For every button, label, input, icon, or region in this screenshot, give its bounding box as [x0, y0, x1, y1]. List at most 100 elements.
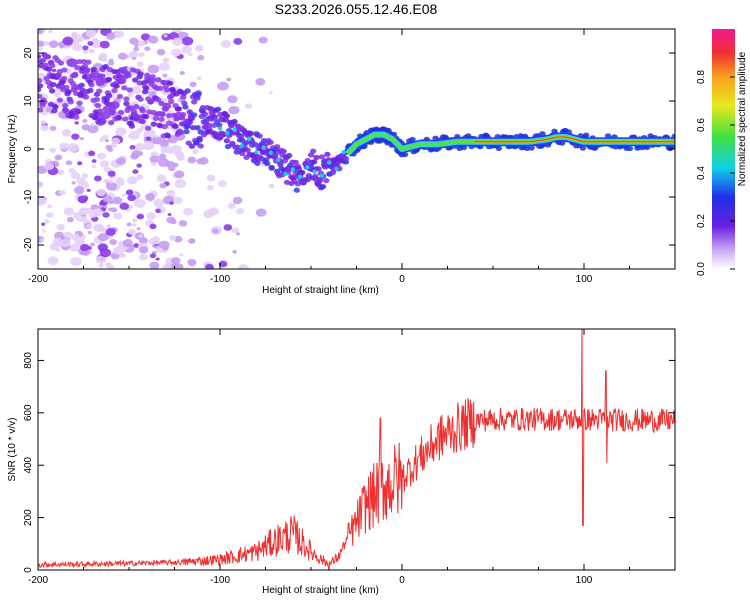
spectrogram-cell	[171, 48, 182, 57]
spectrogram-cell	[107, 102, 115, 108]
spectrogram-cell	[316, 178, 323, 184]
spectrogram-cell	[136, 213, 145, 220]
spectrogram-cell	[63, 84, 70, 90]
spectrogram-cell	[134, 43, 139, 48]
spectrogram-cell	[108, 179, 114, 184]
spectrogram-cell	[59, 142, 69, 150]
spectrogram-cell	[293, 187, 301, 193]
spectrogram-cell	[128, 123, 136, 129]
spectrogram-cell	[109, 238, 118, 245]
spectrogram-cell	[136, 227, 141, 231]
spectrogram-cell	[123, 101, 130, 107]
spectrogram-cell	[77, 161, 83, 166]
spectrogram-hotspot	[341, 150, 346, 155]
spectrogram-cell	[162, 57, 170, 63]
spectrogram-cell	[46, 212, 54, 218]
spectrogram-cell	[154, 97, 162, 103]
spectrogram-cell	[128, 130, 141, 140]
spectrogram-cell	[133, 199, 146, 208]
spectrogram-cell	[136, 40, 145, 47]
spectrogram-cell	[97, 233, 109, 242]
spectrogram-cell	[152, 115, 160, 122]
spectrogram-cell	[232, 196, 243, 205]
spectrogram-cell	[223, 113, 231, 119]
spectrogram-cell	[122, 239, 133, 247]
ridge-red	[474, 136, 675, 143]
spectrogram-cell	[50, 81, 57, 88]
spectrogram-cell	[155, 208, 161, 214]
spectrogram-cell	[38, 83, 44, 89]
spectrogram-cell	[112, 249, 118, 254]
spectrogram-cell	[38, 107, 44, 113]
spectrogram-cell	[54, 154, 63, 161]
spectrogram-cell	[128, 50, 139, 59]
spectrogram-cell	[201, 111, 209, 117]
spectrogram-cell	[318, 154, 326, 160]
spectrogram-cell	[66, 58, 78, 67]
spectrogram-cell	[161, 124, 168, 130]
spectrogram-cell	[126, 176, 138, 185]
spectrogram-cell	[173, 116, 180, 122]
spectrogram-cell	[162, 106, 169, 112]
spectrogram-cell	[82, 119, 88, 123]
spectrogram-cell	[183, 207, 194, 216]
spectrogram-cell	[268, 183, 275, 189]
spectrogram-cell	[48, 88, 56, 94]
spectrogram-cell	[234, 144, 242, 150]
spectrogram-cell	[38, 197, 47, 206]
y-axis-label: Frequency (Hz)	[7, 115, 18, 184]
spectrogram-cell	[150, 151, 159, 158]
spectrogram-hotspot	[225, 130, 230, 136]
spectrogram-cell	[238, 264, 249, 269]
spectrogram-cell	[74, 121, 79, 125]
spectrogram-hotspot	[246, 136, 252, 142]
spectrogram-cell	[114, 69, 121, 75]
spectrogram-cell	[131, 223, 137, 227]
spectrogram-cell	[146, 212, 156, 220]
spectrogram-cell	[96, 152, 107, 160]
spectrogram-cell	[168, 98, 175, 105]
spectrogram-hotspot	[261, 145, 266, 150]
spectrogram-cell	[255, 78, 266, 86]
spectrogram-cell	[196, 76, 202, 81]
spectrogram-cell	[252, 141, 259, 148]
spectrogram-cell	[56, 169, 65, 175]
spectrogram-cell	[147, 35, 159, 44]
spectrogram-cell	[87, 41, 94, 46]
spectrogram-cell	[145, 125, 152, 131]
spectrogram-cell	[125, 73, 132, 79]
spectrogram-cell	[218, 260, 228, 268]
spectrogram-hotspot	[290, 167, 295, 172]
colorbar: 0.0 0.2 0.4 0.6 0.8 Normalized spectral ampli…	[696, 29, 748, 276]
spectrogram-cell	[143, 129, 155, 139]
spectrogram-cell	[150, 121, 157, 127]
spectrogram-cell	[217, 81, 229, 91]
spectrogram-cell	[142, 114, 150, 120]
spectrogram-cell	[40, 124, 49, 132]
spectrogram-cell	[110, 207, 118, 213]
spectrogram-cell	[495, 145, 503, 152]
spectrogram-cell	[239, 150, 246, 157]
spectrogram-cell	[115, 127, 127, 137]
spectrogram-cell	[90, 66, 97, 72]
spectrogram-cell	[67, 143, 79, 152]
spectrogram-cell	[70, 257, 82, 266]
spectrogram-cell	[100, 118, 107, 124]
spectrogram-cell	[168, 93, 175, 99]
spectrogram-cell	[229, 140, 236, 146]
spectrogram-cell	[211, 114, 219, 120]
spectrogram-cell	[208, 207, 220, 216]
spectrogram-hotspot	[239, 143, 245, 149]
spectrogram-cell	[61, 75, 68, 82]
spectrogram-cell	[91, 164, 96, 169]
spectrogram-cell	[127, 105, 135, 111]
spectrogram-cell	[38, 72, 46, 80]
x-tick-label: 100	[576, 274, 593, 285]
snr-panel: -200 -100 0 100 0 200 400 600 800 Height of strai…	[7, 328, 676, 596]
spectrogram-cell	[104, 138, 110, 143]
spectrogram-cell	[187, 156, 197, 164]
spectrogram-cell	[102, 212, 110, 218]
spectrogram-cell	[49, 125, 57, 131]
spectrogram-cell	[195, 91, 202, 97]
spectrogram-cell	[105, 93, 113, 99]
